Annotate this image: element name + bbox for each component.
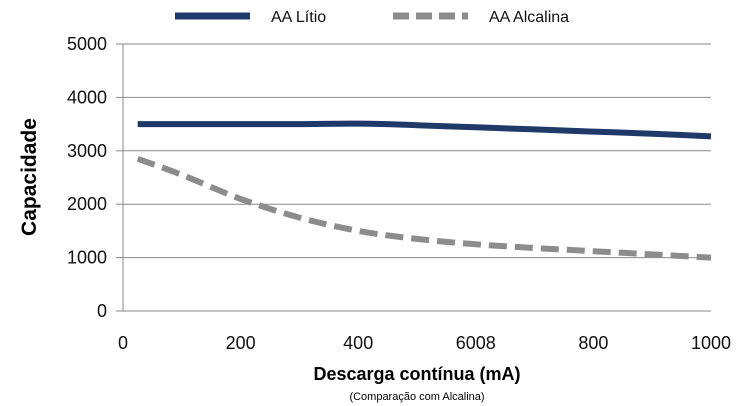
y-tick-label: 0 [97,301,107,321]
y-tick-label: 1000 [67,248,107,268]
x-tick-label: 200 [226,333,256,353]
x-tick-label: 800 [578,333,608,353]
y-tick-label: 2000 [67,194,107,214]
x-tick-label: 400 [343,333,373,353]
y-tick-label: 5000 [67,34,107,54]
x-axis-subnote: (Comparação com Alcalina) [349,391,484,403]
x-axis-title: Descarga contínua (mA) [313,364,520,384]
series-lines [136,120,712,261]
legend: AA Lítio AA Alcalina [175,9,569,26]
series-line-aa-alcalina [136,155,712,261]
y-tick-labels: 0 1000 2000 3000 4000 5000 [67,34,107,321]
x-tick-label: 0 [118,333,128,353]
x-tick-label: 1000 [691,333,731,353]
gridlines [123,43,711,259]
x-tick-labels: 0 200 400 6008 800 1000 [118,333,731,353]
legend-label: AA Alcalina [489,9,569,26]
y-axis-title: Capacidade [18,118,41,236]
series-line-aa-litio [137,120,712,140]
y-tick-label: 4000 [67,87,107,107]
x-tick-label: 6008 [456,333,496,353]
axes [116,43,711,312]
y-tick-label: 3000 [67,141,107,161]
legend-label: AA Lítio [271,9,326,26]
